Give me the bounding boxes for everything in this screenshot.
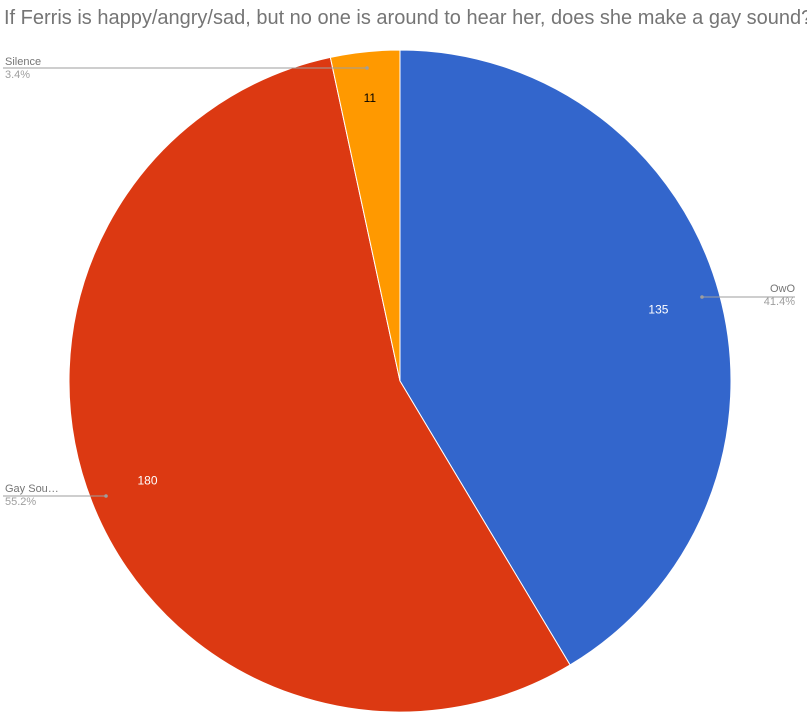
pie-slice-owo[interactable] xyxy=(399,49,732,666)
pie-slice-silence[interactable] xyxy=(329,49,401,382)
callout-percent-silence: 3.4% xyxy=(5,69,30,81)
slice-value-label-silence: 11 xyxy=(364,91,377,105)
slice-value-label-gay-sou: 180 xyxy=(138,474,158,488)
chart-title: If Ferris is happy/angry/sad, but no one… xyxy=(4,7,807,29)
pie-slice-gay-sou[interactable] xyxy=(68,56,571,713)
callout-label-gay-sou: Gay Sou… xyxy=(5,483,59,495)
slice-value-label-owo: 135 xyxy=(648,303,668,317)
callout-label-owo: OwO xyxy=(770,283,796,295)
callout-dot-owo xyxy=(700,295,704,299)
callout-percent-gay-sou: 55.2% xyxy=(5,496,36,508)
callout-dot-gay-sou xyxy=(104,494,108,498)
callout-dot-silence xyxy=(365,66,369,70)
callout-label-silence: Silence xyxy=(5,56,41,68)
callout-percent-owo: 41.4% xyxy=(764,296,795,308)
